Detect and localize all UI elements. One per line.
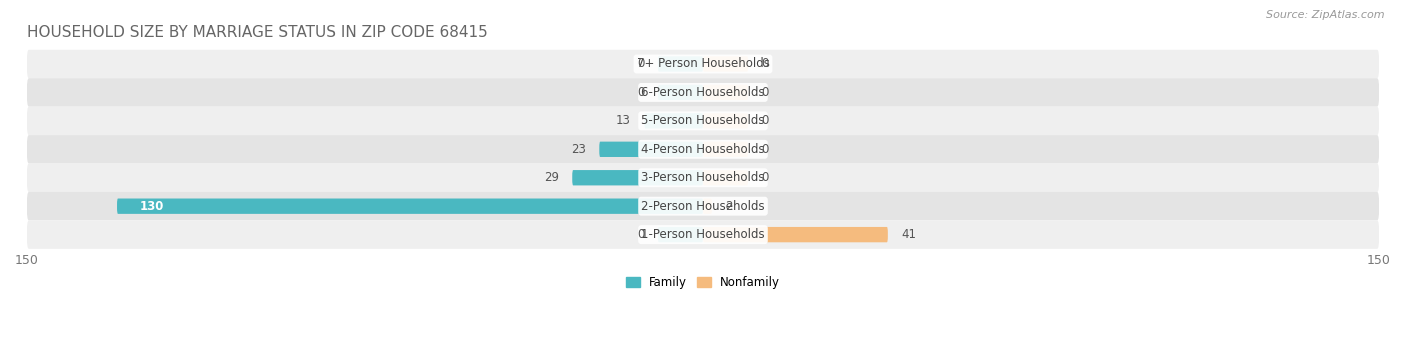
FancyBboxPatch shape	[27, 220, 1379, 249]
Text: 0: 0	[637, 58, 644, 71]
Text: 0: 0	[762, 143, 769, 156]
FancyBboxPatch shape	[27, 50, 1379, 78]
Text: 29: 29	[544, 171, 558, 184]
FancyBboxPatch shape	[27, 164, 1379, 192]
FancyBboxPatch shape	[27, 78, 1379, 107]
FancyBboxPatch shape	[27, 135, 1379, 164]
Text: 4-Person Households: 4-Person Households	[641, 143, 765, 156]
Text: 0: 0	[637, 86, 644, 99]
FancyBboxPatch shape	[703, 170, 748, 186]
FancyBboxPatch shape	[572, 170, 703, 186]
FancyBboxPatch shape	[703, 113, 748, 129]
Text: 2-Person Households: 2-Person Households	[641, 200, 765, 213]
FancyBboxPatch shape	[599, 142, 703, 157]
Text: 23: 23	[571, 143, 586, 156]
FancyBboxPatch shape	[703, 85, 748, 100]
FancyBboxPatch shape	[703, 142, 748, 157]
Text: 2: 2	[725, 200, 733, 213]
FancyBboxPatch shape	[27, 192, 1379, 220]
FancyBboxPatch shape	[658, 227, 703, 242]
FancyBboxPatch shape	[703, 198, 711, 214]
Text: 13: 13	[616, 114, 631, 128]
Text: 6-Person Households: 6-Person Households	[641, 86, 765, 99]
Text: 3-Person Households: 3-Person Households	[641, 171, 765, 184]
FancyBboxPatch shape	[703, 227, 887, 242]
Text: Source: ZipAtlas.com: Source: ZipAtlas.com	[1267, 10, 1385, 20]
Text: 7+ Person Households: 7+ Person Households	[637, 58, 769, 71]
FancyBboxPatch shape	[703, 56, 748, 72]
FancyBboxPatch shape	[644, 113, 703, 129]
Text: 0: 0	[762, 171, 769, 184]
Text: 1-Person Households: 1-Person Households	[641, 228, 765, 241]
FancyBboxPatch shape	[658, 85, 703, 100]
Text: 5-Person Households: 5-Person Households	[641, 114, 765, 128]
Text: 130: 130	[139, 200, 165, 213]
Text: 0: 0	[762, 114, 769, 128]
Legend: Family, Nonfamily: Family, Nonfamily	[626, 276, 780, 289]
Text: 0: 0	[637, 228, 644, 241]
FancyBboxPatch shape	[117, 198, 703, 214]
Text: 41: 41	[901, 228, 917, 241]
FancyBboxPatch shape	[27, 107, 1379, 135]
Text: HOUSEHOLD SIZE BY MARRIAGE STATUS IN ZIP CODE 68415: HOUSEHOLD SIZE BY MARRIAGE STATUS IN ZIP…	[27, 25, 488, 40]
FancyBboxPatch shape	[658, 56, 703, 72]
Text: 0: 0	[762, 58, 769, 71]
Text: 0: 0	[762, 86, 769, 99]
